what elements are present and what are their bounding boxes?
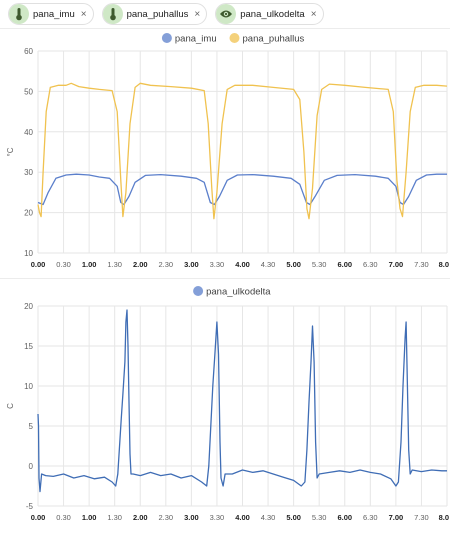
thermometer-icon	[102, 4, 123, 24]
x-tick-label: 4.00	[235, 260, 250, 269]
x-tick-label: 5.00	[286, 260, 301, 269]
chip-label: pana_imu	[33, 8, 75, 20]
legend-label: pana_puhallus	[243, 34, 305, 45]
legend-item[interactable]: pana_ulkodelta	[193, 286, 271, 298]
x-tick-label: 3.00	[184, 513, 199, 522]
chart-ulkodelta: pana_ulkodelta -5 0 5 10 15 20 0.00 0.30 1.00 1.30…	[6, 286, 449, 522]
y-tick-label: 50	[24, 87, 33, 96]
legend-item[interactable]: pana_imu	[161, 33, 217, 45]
x-tick-label: 1.00	[82, 513, 97, 522]
x-tick-label: 2.00	[133, 513, 148, 522]
y-tick-label: 30	[24, 168, 33, 177]
x-tick-label: 4.30	[261, 513, 276, 522]
legend-swatch	[161, 33, 172, 43]
x-tick-label: 2.30	[159, 260, 174, 269]
legend-swatch	[193, 286, 204, 296]
x-tick-label: 1.30	[107, 513, 122, 522]
chip-pana-imu[interactable]: pana_imu ×	[8, 3, 94, 25]
x-tick-label: 2.30	[159, 513, 174, 522]
y-tick-label: 10	[24, 249, 33, 258]
chip-pana-ulkodelta[interactable]: pana_ulkodelta ×	[215, 3, 324, 25]
x-tick-label: 6.00	[337, 260, 352, 269]
legend-label: pana_ulkodelta	[206, 287, 271, 298]
x-tick-label: 1.30	[107, 260, 122, 269]
x-tick-label: 7.30	[414, 513, 429, 522]
eye-icon	[216, 4, 237, 24]
close-icon[interactable]: ×	[194, 8, 201, 20]
entity-chip-bar: pana_imu × pana_puhallus × pana_ulkodelt…	[0, 0, 450, 28]
x-tick-label: 5.00	[286, 513, 301, 522]
thermometer-icon	[9, 4, 29, 24]
x-tick-label: 2.00	[133, 260, 148, 269]
x-tick-label: 7.30	[414, 260, 429, 269]
y-tick-label: 5	[29, 422, 34, 431]
x-tick-label: 3.30	[210, 513, 225, 522]
x-tick-label: 0.30	[56, 260, 71, 269]
x-tick-label: 0.00	[31, 513, 46, 522]
x-tick-label: 6.30	[363, 513, 378, 522]
y-axis-label: °C	[6, 147, 15, 156]
legend-swatch	[229, 33, 240, 43]
x-tick-label: 3.30	[210, 260, 225, 269]
y-tick-label: 0	[29, 462, 34, 471]
close-icon[interactable]: ×	[310, 8, 317, 20]
x-tick-label: 5.30	[312, 260, 327, 269]
divider	[0, 278, 450, 279]
series-line-pana_puhallus[interactable]	[37, 82, 448, 220]
y-axis-label: C	[6, 403, 15, 409]
chart-temperatures: pana_imu pana_puhallus 10 20 30 40 50 60 0.00 0.3…	[6, 33, 449, 269]
x-tick-label: 7.00	[389, 260, 404, 269]
x-tick-label: 7.00	[389, 513, 404, 522]
x-tick-label: 0.30	[56, 513, 71, 522]
legend-label: pana_imu	[175, 34, 217, 45]
x-tick-label: 8.0	[439, 513, 449, 522]
x-tick-label: 0.00	[31, 260, 46, 269]
x-tick-label: 4.30	[261, 260, 276, 269]
x-tick-label: 6.30	[363, 260, 378, 269]
x-tick-label: 8.0	[439, 260, 449, 269]
close-icon[interactable]: ×	[80, 8, 87, 20]
x-tick-label: 5.30	[312, 513, 327, 522]
divider	[0, 28, 450, 29]
y-tick-label: 60	[24, 47, 33, 56]
chip-label: pana_ulkodelta	[240, 8, 305, 20]
y-tick-label: 10	[24, 382, 33, 391]
x-tick-label: 1.00	[82, 260, 97, 269]
y-tick-label: 20	[24, 209, 33, 218]
y-tick-label: -5	[26, 502, 34, 511]
series-line-pana_ulkodelta[interactable]	[37, 309, 447, 493]
x-tick-label: 4.00	[235, 513, 250, 522]
legend-item[interactable]: pana_puhallus	[229, 33, 305, 45]
y-tick-label: 15	[24, 342, 33, 351]
y-tick-label: 40	[24, 128, 33, 137]
x-tick-label: 3.00	[184, 260, 199, 269]
series-line-pana_imu[interactable]	[37, 173, 447, 206]
chip-label: pana_puhallus	[126, 8, 189, 20]
chip-pana-puhallus[interactable]: pana_puhallus ×	[101, 3, 208, 25]
x-tick-label: 6.00	[337, 513, 352, 522]
y-tick-label: 20	[24, 302, 33, 311]
